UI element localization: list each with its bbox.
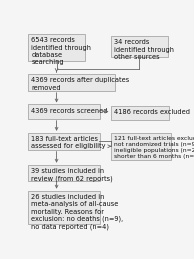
Text: 4186 records excluded: 4186 records excluded — [114, 109, 190, 115]
FancyBboxPatch shape — [28, 191, 100, 224]
Text: 6543 records
identified through
database
searching: 6543 records identified through database… — [31, 38, 91, 65]
Text: 4369 records after duplicates
removed: 4369 records after duplicates removed — [31, 77, 130, 91]
FancyBboxPatch shape — [28, 133, 100, 150]
Text: 121 full-text articles excluded
not randomized trials (n=97),
ineligible populat: 121 full-text articles excluded not rand… — [114, 136, 194, 159]
FancyBboxPatch shape — [28, 34, 85, 61]
FancyBboxPatch shape — [28, 165, 100, 181]
Text: 26 studies included in
meta-analysis of all-cause
mortality. Reasons for
exclusi: 26 studies included in meta-analysis of … — [31, 194, 124, 230]
FancyBboxPatch shape — [111, 36, 168, 57]
Text: 4369 records screened: 4369 records screened — [31, 108, 108, 114]
FancyBboxPatch shape — [111, 106, 169, 120]
Text: 39 studies included in
review (from 62 reports): 39 studies included in review (from 62 r… — [31, 168, 113, 182]
FancyBboxPatch shape — [28, 74, 115, 91]
Text: 34 records
identified through
other sources: 34 records identified through other sour… — [114, 39, 174, 60]
FancyBboxPatch shape — [28, 104, 100, 119]
FancyBboxPatch shape — [111, 133, 171, 160]
Text: 183 full-text articles
assessed for eligibility: 183 full-text articles assessed for elig… — [31, 136, 106, 149]
